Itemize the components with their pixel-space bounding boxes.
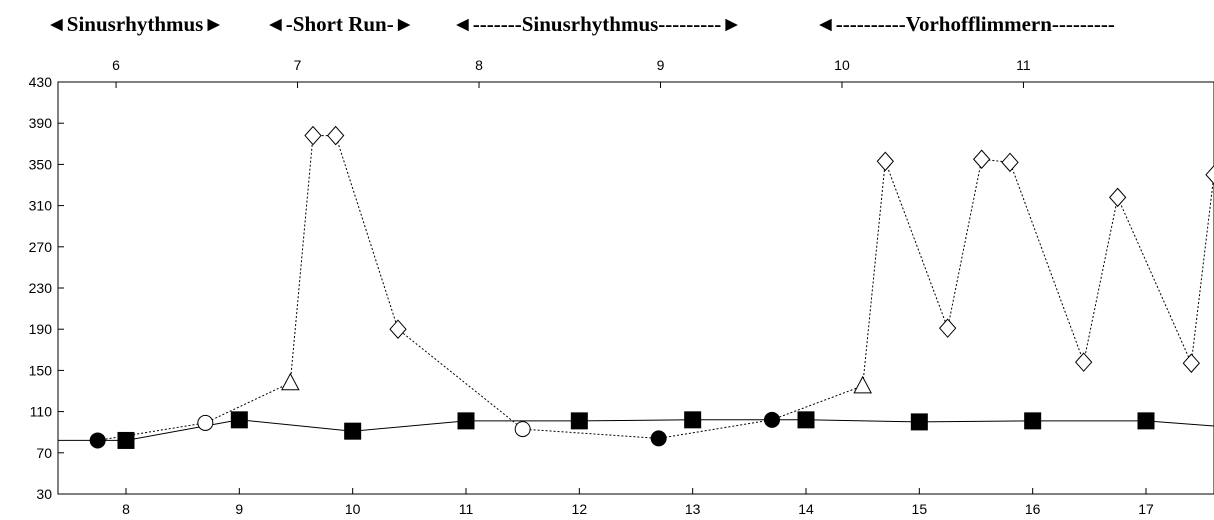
diamond-marker [938,318,957,338]
open-circle-marker [514,421,531,438]
diamond-marker [1182,353,1201,373]
series-1-line [58,419,1214,441]
y-tick-label: 430 [29,74,53,90]
y-tick-label: 390 [29,115,53,131]
x-axis-top: 6 7 8 9 10 11 [112,57,1031,88]
x-top-tick-label: 11 [1016,57,1031,73]
y-axis: 30 70 110 150 190 230 270 310 350 390 430 [29,74,64,502]
diamond-marker [304,125,322,146]
open-circle-marker [197,414,214,431]
y-tick-label: 310 [29,198,53,214]
x-bottom-tick-label: 10 [345,501,361,517]
square-marker [344,422,362,440]
square-marker [797,411,815,429]
x-axis-bottom: 8 9 10 11 12 13 14 15 16 17 [122,488,1154,517]
rhythm-segment-sinus-2: ◄-------Sinusrhythmus---------► [452,12,743,36]
x-bottom-tick-label: 17 [1138,501,1154,517]
rhythm-segment-sinus-1: ◄Sinusrhythmus► [46,12,225,36]
diamond-marker [876,151,895,172]
x-bottom-tick-label: 16 [1025,501,1041,517]
y-tick-label: 190 [29,321,53,337]
x-bottom-tick-label: 8 [122,501,130,517]
y-tick-label: 270 [29,239,53,255]
x-bottom-tick-label: 9 [235,501,243,517]
square-marker [457,412,475,430]
triangle-marker [281,372,300,391]
y-tick-label: 150 [29,362,53,378]
x-bottom-tick-label: 12 [572,501,588,517]
rhythm-header: ◄Sinusrhythmus► ◄-Short Run-► ◄-------Si… [0,0,1214,50]
square-marker [117,431,135,449]
square-marker [1137,412,1155,430]
series-lines [58,135,1214,441]
diamond-marker [389,319,407,339]
filled-circle-marker [764,411,780,428]
square-marker [1024,412,1042,430]
x-bottom-tick-label: 13 [685,501,701,517]
series-2-line [97,135,1214,441]
diamond-marker [1074,352,1093,372]
filled-circle-marker [89,432,106,449]
y-tick-label: 350 [29,156,53,172]
square-marker [684,411,702,429]
y-tick-label: 230 [29,280,53,296]
square-marker [570,412,588,430]
y-tick-label: 30 [36,486,52,502]
filled-circle-marker [650,430,667,447]
square-marker [910,413,928,431]
y-tick-label: 70 [36,445,52,461]
rhythm-segment-afib: ◄----------Vorhofflimmern--------- [815,12,1115,36]
x-top-tick-label: 8 [475,57,483,73]
x-top-tick-label: 9 [657,57,665,73]
x-top-tick-label: 10 [834,57,850,73]
series-markers [89,125,1214,449]
x-top-tick-label: 6 [112,57,120,73]
x-top-tick-label: 7 [294,57,302,73]
triangle-marker [853,375,872,394]
rhythm-segment-short-run: ◄-Short Run-► [265,12,415,36]
diamond-marker [972,149,991,170]
plot-frame [57,81,1214,495]
x-bottom-tick-label: 14 [798,501,814,517]
diamond-marker [1205,164,1214,185]
diamond-marker [1001,152,1019,173]
x-bottom-tick-label: 15 [912,501,928,517]
diamond-marker [1108,187,1127,208]
y-tick-label: 110 [30,404,53,420]
square-marker [230,411,248,429]
x-bottom-tick-label: 11 [459,501,474,517]
diamond-marker [326,125,345,146]
